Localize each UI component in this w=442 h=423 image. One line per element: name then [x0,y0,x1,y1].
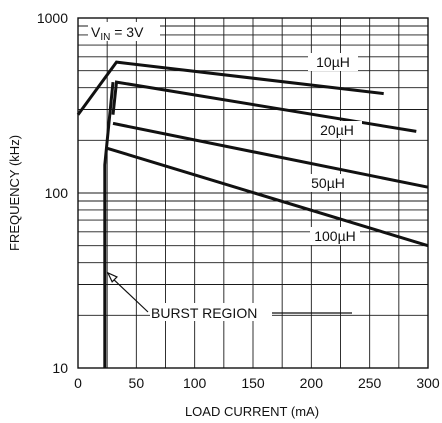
x-axis-title: LOAD CURRENT (mA) [185,404,319,419]
series-label-10H-bg [308,53,358,71]
burst-arrow-head [106,271,118,283]
x-tick-label: 150 [241,375,265,391]
condition-label: VIN = 3V [91,24,144,43]
y-tick-label: 1000 [37,10,68,26]
burst-arrow-shaft [110,276,149,313]
y-tick-label: 10 [52,360,68,376]
x-tick-label: 100 [183,375,207,391]
series-50H-line [112,121,429,189]
series-label-100H-bg [310,227,360,245]
series-label-10H: 10µH [316,54,350,70]
series-20H-line [111,80,417,133]
x-tick-label: 0 [74,375,82,391]
grid [78,18,428,368]
burst-region-line [103,81,115,368]
series-10H-line [76,60,384,116]
y-axis-title: FREQUENCY (kHz) [7,135,22,251]
x-tick-label: 300 [416,375,440,391]
condition-label-bg [88,22,160,41]
labels: 10µH 20µH 50µH 100µH VIN = 3V BURST REGION [88,22,362,321]
tick-labels: 0 50 100 150 200 250 300 10 100 1000 [37,10,440,391]
burst-label-bg [150,303,272,321]
y-tick-label: 100 [45,185,69,201]
curves [76,60,429,368]
series-label-50H: 50µH [311,175,345,191]
series-label-20H: 20µH [320,122,354,138]
series-100H-line [106,146,429,248]
x-tick-label: 250 [358,375,382,391]
x-tick-label: 200 [300,375,324,391]
series-label-100H: 100µH [314,228,356,244]
plot-frame [77,17,429,369]
x-tick-label: 50 [129,375,145,391]
series-label-20H-bg [312,121,362,139]
burst-region-label: BURST REGION [151,305,257,321]
series-label-50H-bg [303,174,353,192]
